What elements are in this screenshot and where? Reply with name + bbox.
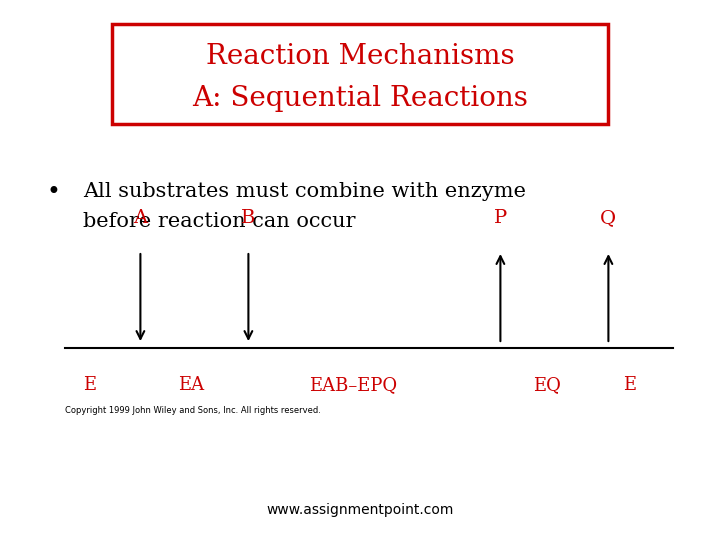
Bar (112, 24, 608, 124)
Text: Copyright 1999 John Wiley and Sons, Inc. All rights reserved.: Copyright 1999 John Wiley and Sons, Inc.… (65, 406, 320, 415)
Text: All substrates must combine with enzyme: All substrates must combine with enzyme (83, 182, 526, 201)
Text: E: E (624, 376, 636, 394)
Text: Reaction Mechanisms: Reaction Mechanisms (206, 43, 514, 70)
Text: E: E (84, 376, 96, 394)
Text: P: P (494, 209, 507, 227)
Text: before reaction can occur: before reaction can occur (83, 212, 355, 231)
Text: www.assignmentpoint.com: www.assignmentpoint.com (266, 503, 454, 517)
Text: A: Sequential Reactions: A: Sequential Reactions (192, 85, 528, 112)
Text: EA: EA (178, 376, 204, 394)
Text: Q: Q (600, 209, 616, 227)
Text: •: • (47, 180, 60, 204)
Text: EQ: EQ (534, 376, 561, 394)
Text: EAB–EPQ: EAB–EPQ (309, 376, 397, 394)
Text: B: B (241, 209, 256, 227)
Text: A: A (133, 209, 148, 227)
